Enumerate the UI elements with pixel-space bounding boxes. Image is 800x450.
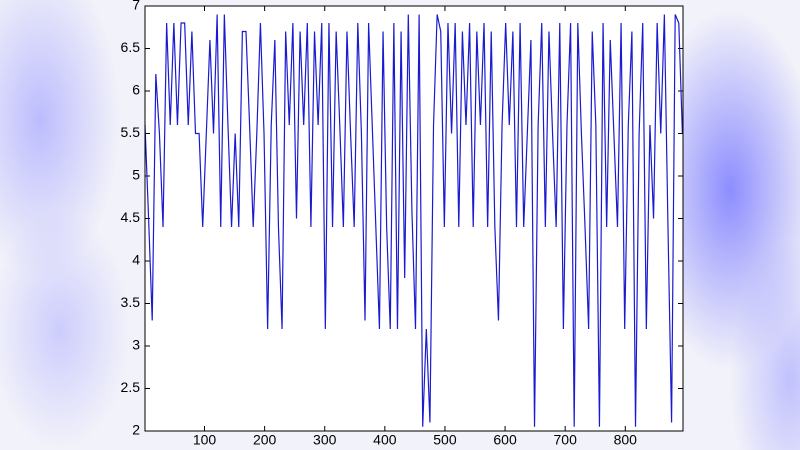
x-tick-label: 400 [373, 432, 397, 448]
y-tick-label: 5 [132, 167, 140, 183]
x-tick-label: 600 [493, 432, 517, 448]
y-tick-label: 3.5 [121, 294, 141, 310]
y-tick-label: 2 [132, 422, 140, 438]
y-tick-label: 2.5 [121, 379, 141, 395]
y-tick-label: 5.5 [121, 124, 141, 140]
x-tick-label: 700 [554, 432, 578, 448]
x-tick-label: 200 [253, 432, 277, 448]
axes-box [144, 5, 684, 432]
x-tick-label: 300 [313, 432, 337, 448]
y-tick-label: 4.5 [121, 209, 141, 225]
y-tick-label: 6.5 [121, 39, 141, 55]
y-tick-label: 7 [132, 0, 140, 13]
x-tick-label: 500 [433, 432, 457, 448]
y-tick-label: 6 [132, 82, 140, 98]
y-tick-label: 4 [132, 252, 140, 268]
plot-area [145, 6, 683, 431]
data-line [144, 14, 683, 427]
y-tick-label: 3 [132, 337, 140, 353]
x-tick-label: 800 [614, 432, 638, 448]
x-tick-label: 100 [193, 432, 217, 448]
